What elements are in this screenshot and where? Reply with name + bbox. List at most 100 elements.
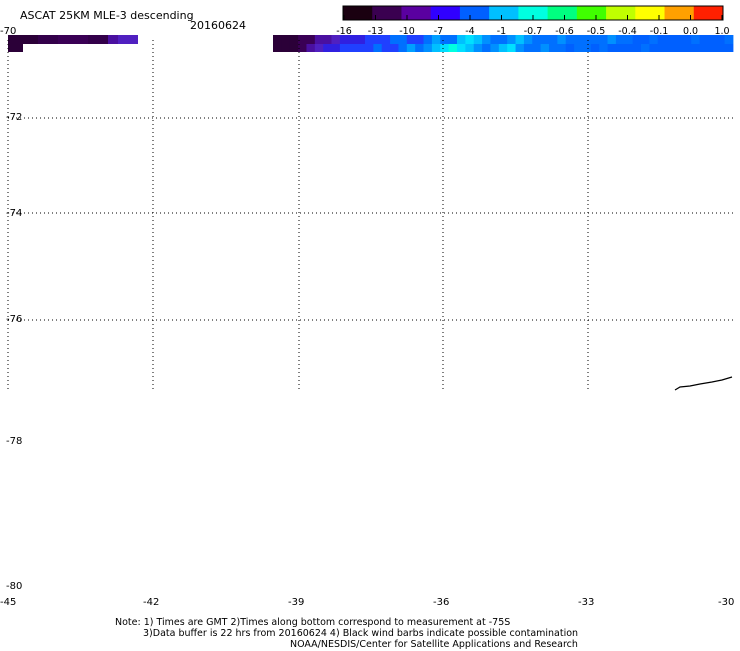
- swath-cell: [8, 35, 18, 44]
- swath-cell: [482, 44, 491, 52]
- swath-cell: [699, 44, 709, 52]
- colorbar: [342, 5, 724, 21]
- swath-cell: [465, 35, 475, 44]
- swath-cell: [406, 35, 416, 44]
- swath-cell: [306, 35, 316, 44]
- graticule: [7, 40, 733, 392]
- latitude-label: -76: [6, 314, 23, 325]
- swath-cell: [666, 35, 675, 44]
- swath-cell: [515, 44, 525, 52]
- swath-cell: [641, 44, 650, 52]
- swath-cell: [615, 44, 625, 52]
- swath-cell: [549, 44, 558, 52]
- swath-cell: [607, 35, 617, 44]
- colorbar-segment: [606, 6, 636, 20]
- swath-cell: [457, 44, 466, 52]
- swath-cell: [356, 35, 366, 44]
- colorbar-segment: [518, 6, 549, 20]
- swath-cell: [381, 35, 391, 44]
- swath-cell: [48, 35, 58, 44]
- swath-cell: [390, 35, 399, 44]
- swath-cell: [532, 44, 542, 52]
- swath-cell: [423, 35, 433, 44]
- swath-cell: [108, 35, 118, 44]
- swath-cell: [331, 44, 341, 52]
- swath-cell: [599, 35, 608, 44]
- swath-cell: [289, 35, 299, 44]
- swath-cell: [549, 35, 558, 44]
- swath-cell: [540, 35, 550, 44]
- swath-cell: [457, 35, 466, 44]
- swath-cell: [590, 44, 600, 52]
- swath-cell: [431, 35, 441, 44]
- swath-cell: [298, 44, 307, 52]
- colorbar-tick-label: -7: [433, 26, 444, 37]
- colorbar-segment: [489, 6, 519, 20]
- swath-cell: [649, 44, 659, 52]
- colorbar-tick-label: -16: [336, 26, 352, 37]
- swath-cell: [448, 35, 458, 44]
- swath-cell: [482, 35, 491, 44]
- colorbar-segment: [576, 6, 607, 20]
- colorbar-tick-label: 0.0: [682, 26, 699, 37]
- swath-cell: [415, 44, 424, 52]
- swath-cell: [691, 35, 700, 44]
- swath-cell: [473, 35, 483, 44]
- swath-cell: [507, 35, 516, 44]
- colorbar-tick-label: 1.0: [714, 26, 730, 37]
- swath-cell: [339, 35, 349, 44]
- swath-cell: [582, 44, 592, 52]
- colorbar-segment: [547, 6, 578, 20]
- colorbar-tick-label: -4: [465, 26, 475, 37]
- swath-cell: [373, 35, 383, 44]
- swath-cell: [398, 44, 408, 52]
- longitude-label: -45: [0, 597, 17, 608]
- swath-cell: [557, 44, 567, 52]
- swath-cell: [490, 35, 500, 44]
- colorbar-tick-label: -10: [399, 26, 415, 37]
- swath-cell: [365, 44, 374, 52]
- colorbar-segment: [635, 6, 666, 20]
- swath-cell: [128, 35, 138, 44]
- swath-cell: [440, 44, 450, 52]
- colorbar-tick-label: -13: [367, 26, 384, 37]
- swath-cell: [724, 44, 734, 52]
- swath-data: [8, 35, 734, 52]
- swath-cell: [281, 35, 291, 44]
- swath-cell: [632, 44, 642, 52]
- swath-cell: [465, 44, 475, 52]
- swath-cell: [314, 35, 324, 44]
- swath-cell: [8, 44, 23, 52]
- swath-cell: [716, 44, 726, 52]
- swath-cell: [632, 35, 642, 44]
- swath-cell: [68, 35, 78, 44]
- swath-cell: [590, 35, 600, 44]
- swath-cell: [724, 35, 734, 44]
- swath-cell: [440, 35, 450, 44]
- swath-cell: [98, 35, 108, 44]
- swath-cell: [18, 35, 28, 44]
- swath-cell: [657, 44, 667, 52]
- map-date: 20160624: [190, 19, 246, 32]
- latitude-label: -80: [6, 581, 23, 592]
- colorbar-tick-label: -0.7: [523, 26, 543, 37]
- swath-cell: [565, 35, 575, 44]
- swath-cell: [490, 44, 500, 52]
- swath-cell: [348, 35, 358, 44]
- swath-cell: [674, 35, 684, 44]
- colorbar-segment: [430, 6, 461, 20]
- swath-cell: [707, 35, 717, 44]
- swath-cell: [406, 44, 416, 52]
- swath-cell: [306, 44, 316, 52]
- swath-cell: [574, 35, 583, 44]
- colorbar-tick-label: -0.6: [555, 26, 574, 37]
- swath-cell: [28, 35, 38, 44]
- colorbar-segment: [664, 6, 695, 20]
- swath-cell: [515, 35, 525, 44]
- swath-cell: [448, 44, 458, 52]
- swath-cell: [314, 44, 324, 52]
- swath-cell: [574, 44, 583, 52]
- colorbar-segment: [693, 6, 724, 20]
- swath-cell: [649, 35, 659, 44]
